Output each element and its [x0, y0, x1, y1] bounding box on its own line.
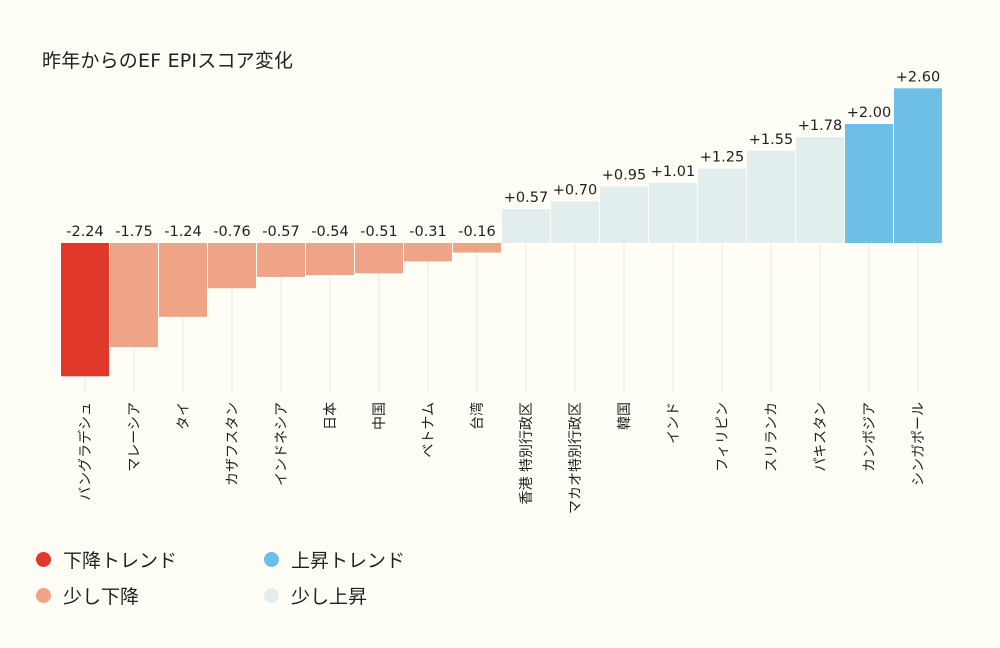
category-label: マカオ特別行政区: [568, 402, 584, 514]
bar-18: [894, 88, 942, 243]
legend-item-down-trend: 下降トレンド: [36, 546, 177, 573]
bar-7: [355, 243, 403, 274]
chart-title: 昨年からのEF EPIスコア変化: [42, 50, 294, 72]
data-label: +2.00: [847, 105, 891, 121]
data-label: -1.75: [115, 224, 153, 240]
data-label: -2.24: [66, 224, 104, 240]
bar-10: [502, 209, 550, 243]
legend-label: 上昇トレンド: [291, 550, 406, 572]
bar-13: [649, 182, 697, 243]
bar-4: [208, 243, 256, 289]
data-label: -0.16: [458, 224, 496, 240]
data-label: -0.57: [262, 224, 300, 240]
category-label: バングラデシュ: [77, 402, 94, 501]
bar-1: [61, 243, 109, 377]
data-label: -0.31: [409, 224, 447, 240]
category-label: インド: [666, 402, 682, 444]
data-label: +0.70: [553, 182, 597, 198]
legend-dot-up-trend: [264, 552, 279, 567]
category-label: ベトナム: [421, 402, 437, 458]
bar-5: [257, 243, 305, 277]
data-label: +1.25: [700, 150, 744, 166]
data-label: +0.57: [504, 190, 548, 206]
data-label: +0.95: [602, 167, 646, 183]
category-label: パキスタン: [813, 402, 829, 472]
bar-3: [159, 243, 207, 317]
category-label: カザフスタン: [225, 402, 241, 486]
legend-label: 下降トレンド: [63, 550, 178, 572]
legend-dot-down-trend: [36, 552, 51, 567]
bar-8: [404, 243, 452, 262]
bar-9: [453, 243, 501, 253]
bar-chart: -2.24 バングラデシュ -1.75 マレーシア -1.24 タイ -0.76 カザフスタン…: [61, 69, 942, 514]
legend-item-slight-down: 少し下降: [36, 582, 139, 609]
category-label: 台湾: [469, 402, 486, 430]
category-label: 日本: [323, 402, 339, 430]
category-label: 中国: [372, 402, 388, 430]
category-label: 香港 特別行政区: [519, 402, 535, 504]
legend-dot-slight-up: [264, 588, 279, 603]
legend-dot-slight-down: [36, 588, 51, 603]
data-label: +1.55: [749, 132, 793, 148]
category-label: シンガポール: [911, 402, 927, 486]
data-label: +2.60: [896, 69, 940, 85]
category-label: タイ: [176, 402, 192, 430]
legend-label: 少し上昇: [291, 586, 368, 608]
data-label: +1.01: [651, 164, 695, 180]
legend-label: 少し下降: [63, 586, 140, 608]
category-label: 韓国: [617, 402, 633, 430]
legend-item-slight-up: 少し上昇: [264, 582, 367, 609]
category-label: カンボジア: [862, 402, 878, 472]
bar-12: [600, 186, 648, 243]
bar-6: [306, 243, 354, 276]
data-label: -0.54: [311, 224, 349, 240]
bar-17: [845, 124, 893, 243]
category-label: インドネシア: [274, 402, 290, 486]
legend-item-up-trend: 上昇トレンド: [264, 546, 405, 573]
data-label: +1.78: [798, 118, 842, 134]
bar-2: [110, 243, 158, 348]
category-label: マレーシア: [127, 402, 143, 472]
bar-14: [698, 168, 746, 243]
category-label: スリランカ: [764, 402, 780, 472]
category-label: フィリピン: [715, 402, 731, 472]
bar-16: [796, 137, 844, 243]
data-label: -1.24: [164, 224, 202, 240]
data-label: -0.76: [213, 224, 251, 240]
bar-11: [551, 201, 599, 243]
data-label: -0.51: [360, 224, 398, 240]
bar-15: [747, 150, 795, 243]
